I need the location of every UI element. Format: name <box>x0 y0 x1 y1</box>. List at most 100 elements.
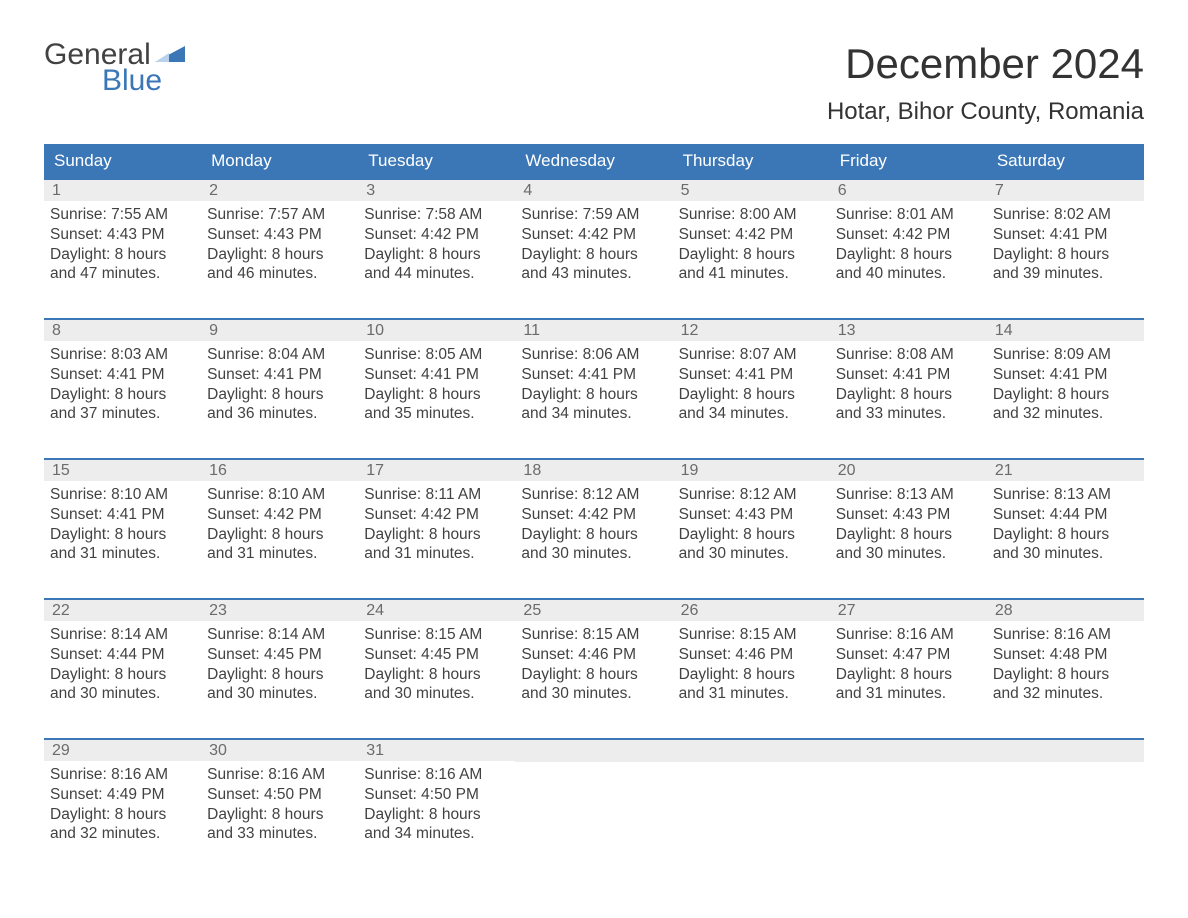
day-details: Sunrise: 8:12 AMSunset: 4:42 PMDaylight:… <box>515 481 672 568</box>
calendar-cell: 16Sunrise: 8:10 AMSunset: 4:42 PMDayligh… <box>201 460 358 578</box>
daylight-line-2: and 30 minutes. <box>521 544 666 564</box>
sunset-line: Sunset: 4:42 PM <box>836 225 981 245</box>
daylight-line-2: and 43 minutes. <box>521 264 666 284</box>
calendar-cell: 29Sunrise: 8:16 AMSunset: 4:49 PMDayligh… <box>44 740 201 858</box>
day-details: Sunrise: 8:12 AMSunset: 4:43 PMDaylight:… <box>673 481 830 568</box>
day-details: Sunrise: 8:08 AMSunset: 4:41 PMDaylight:… <box>830 341 987 428</box>
calendar-cell: 11Sunrise: 8:06 AMSunset: 4:41 PMDayligh… <box>515 320 672 438</box>
sunset-line: Sunset: 4:47 PM <box>836 645 981 665</box>
day-number: 25 <box>515 600 672 621</box>
day-number: 2 <box>201 180 358 201</box>
daylight-line-2: and 31 minutes. <box>207 544 352 564</box>
calendar-cell: 18Sunrise: 8:12 AMSunset: 4:42 PMDayligh… <box>515 460 672 578</box>
calendar-cell: 17Sunrise: 8:11 AMSunset: 4:42 PMDayligh… <box>358 460 515 578</box>
daylight-line-2: and 33 minutes. <box>207 824 352 844</box>
daylight-line-2: and 39 minutes. <box>993 264 1138 284</box>
daylight-line-1: Daylight: 8 hours <box>50 525 195 545</box>
sunrise-line: Sunrise: 7:55 AM <box>50 205 195 225</box>
daylight-line-2: and 31 minutes. <box>50 544 195 564</box>
day-details: Sunrise: 8:16 AMSunset: 4:50 PMDaylight:… <box>201 761 358 848</box>
daylight-line-2: and 37 minutes. <box>50 404 195 424</box>
day-details: Sunrise: 8:02 AMSunset: 4:41 PMDaylight:… <box>987 201 1144 288</box>
day-number <box>673 740 830 762</box>
daylight-line-2: and 32 minutes. <box>50 824 195 844</box>
daylight-line-2: and 47 minutes. <box>50 264 195 284</box>
sunset-line: Sunset: 4:46 PM <box>679 645 824 665</box>
sunrise-line: Sunrise: 7:58 AM <box>364 205 509 225</box>
day-number: 3 <box>358 180 515 201</box>
daylight-line-1: Daylight: 8 hours <box>521 385 666 405</box>
sunset-line: Sunset: 4:42 PM <box>521 225 666 245</box>
sunrise-line: Sunrise: 8:08 AM <box>836 345 981 365</box>
calendar-cell: 21Sunrise: 8:13 AMSunset: 4:44 PMDayligh… <box>987 460 1144 578</box>
daylight-line-2: and 30 minutes. <box>50 684 195 704</box>
sunset-line: Sunset: 4:42 PM <box>679 225 824 245</box>
day-details: Sunrise: 8:00 AMSunset: 4:42 PMDaylight:… <box>673 201 830 288</box>
sunset-line: Sunset: 4:41 PM <box>993 225 1138 245</box>
calendar-cell: 31Sunrise: 8:16 AMSunset: 4:50 PMDayligh… <box>358 740 515 858</box>
daylight-line-1: Daylight: 8 hours <box>207 245 352 265</box>
sunrise-line: Sunrise: 8:10 AM <box>50 485 195 505</box>
daylight-line-2: and 30 minutes. <box>521 684 666 704</box>
sunset-line: Sunset: 4:41 PM <box>50 505 195 525</box>
day-number: 21 <box>987 460 1144 481</box>
day-details: Sunrise: 8:16 AMSunset: 4:49 PMDaylight:… <box>44 761 201 848</box>
calendar-cell: 25Sunrise: 8:15 AMSunset: 4:46 PMDayligh… <box>515 600 672 718</box>
sunrise-line: Sunrise: 8:16 AM <box>836 625 981 645</box>
daylight-line-1: Daylight: 8 hours <box>364 805 509 825</box>
day-number: 31 <box>358 740 515 761</box>
sunrise-line: Sunrise: 8:16 AM <box>993 625 1138 645</box>
sunrise-line: Sunrise: 8:02 AM <box>993 205 1138 225</box>
day-number: 30 <box>201 740 358 761</box>
sunset-line: Sunset: 4:42 PM <box>364 505 509 525</box>
day-details: Sunrise: 7:59 AMSunset: 4:42 PMDaylight:… <box>515 201 672 288</box>
calendar-week: 15Sunrise: 8:10 AMSunset: 4:41 PMDayligh… <box>44 458 1144 578</box>
calendar-cell <box>830 740 987 858</box>
day-details: Sunrise: 8:03 AMSunset: 4:41 PMDaylight:… <box>44 341 201 428</box>
sunrise-line: Sunrise: 8:16 AM <box>50 765 195 785</box>
sunrise-line: Sunrise: 8:00 AM <box>679 205 824 225</box>
sunrise-line: Sunrise: 8:06 AM <box>521 345 666 365</box>
day-number: 4 <box>515 180 672 201</box>
daylight-line-2: and 30 minutes. <box>836 544 981 564</box>
day-number <box>515 740 672 762</box>
calendar-cell: 1Sunrise: 7:55 AMSunset: 4:43 PMDaylight… <box>44 180 201 298</box>
daylight-line-2: and 30 minutes. <box>679 544 824 564</box>
sunrise-line: Sunrise: 8:15 AM <box>521 625 666 645</box>
daylight-line-1: Daylight: 8 hours <box>50 665 195 685</box>
calendar-week: 22Sunrise: 8:14 AMSunset: 4:44 PMDayligh… <box>44 598 1144 718</box>
day-number: 29 <box>44 740 201 761</box>
day-number: 17 <box>358 460 515 481</box>
daylight-line-2: and 36 minutes. <box>207 404 352 424</box>
daylight-line-2: and 41 minutes. <box>679 264 824 284</box>
brand-word-blue: Blue <box>102 66 185 96</box>
sunset-line: Sunset: 4:41 PM <box>993 365 1138 385</box>
daylight-line-2: and 32 minutes. <box>993 684 1138 704</box>
calendar-cell: 28Sunrise: 8:16 AMSunset: 4:48 PMDayligh… <box>987 600 1144 718</box>
daylight-line-1: Daylight: 8 hours <box>679 665 824 685</box>
day-number: 23 <box>201 600 358 621</box>
day-number: 26 <box>673 600 830 621</box>
day-header: Thursday <box>673 144 830 178</box>
sunset-line: Sunset: 4:41 PM <box>521 365 666 385</box>
sunset-line: Sunset: 4:49 PM <box>50 785 195 805</box>
calendar-cell: 26Sunrise: 8:15 AMSunset: 4:46 PMDayligh… <box>673 600 830 718</box>
daylight-line-1: Daylight: 8 hours <box>50 805 195 825</box>
day-number: 20 <box>830 460 987 481</box>
day-header: Tuesday <box>358 144 515 178</box>
day-details: Sunrise: 8:11 AMSunset: 4:42 PMDaylight:… <box>358 481 515 568</box>
day-details: Sunrise: 8:01 AMSunset: 4:42 PMDaylight:… <box>830 201 987 288</box>
daylight-line-1: Daylight: 8 hours <box>364 245 509 265</box>
daylight-line-1: Daylight: 8 hours <box>836 245 981 265</box>
day-number: 19 <box>673 460 830 481</box>
sunrise-line: Sunrise: 8:10 AM <box>207 485 352 505</box>
calendar-cell <box>673 740 830 858</box>
day-number: 12 <box>673 320 830 341</box>
day-number: 1 <box>44 180 201 201</box>
day-details: Sunrise: 8:09 AMSunset: 4:41 PMDaylight:… <box>987 341 1144 428</box>
day-number: 9 <box>201 320 358 341</box>
sunrise-line: Sunrise: 8:14 AM <box>50 625 195 645</box>
day-details: Sunrise: 7:57 AMSunset: 4:43 PMDaylight:… <box>201 201 358 288</box>
location-subtitle: Hotar, Bihor County, Romania <box>827 98 1144 126</box>
calendar-cell: 15Sunrise: 8:10 AMSunset: 4:41 PMDayligh… <box>44 460 201 578</box>
